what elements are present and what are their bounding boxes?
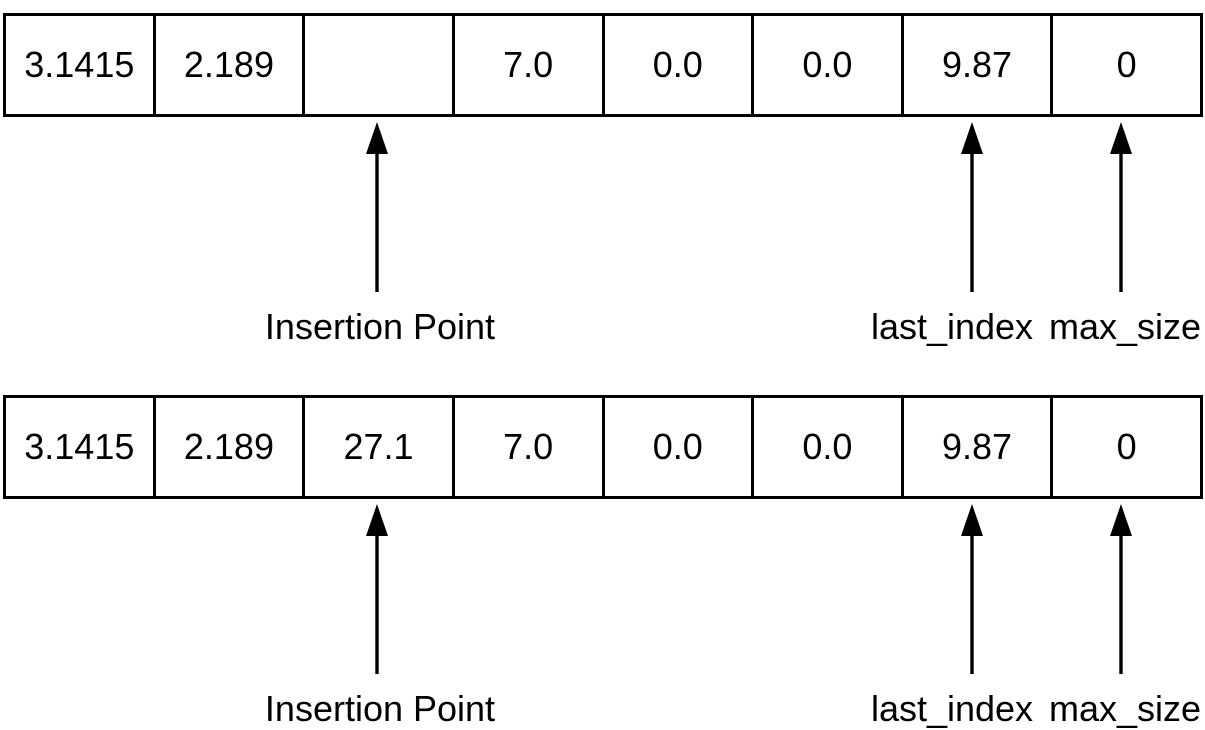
cell-value: 7.0 (503, 44, 554, 85)
array-cell: 0.0 (751, 398, 901, 496)
cell-value: 0.0 (652, 44, 703, 85)
insertion-point-label: Insertion Point (264, 306, 496, 347)
array-cell: 9.87 (900, 16, 1051, 114)
array-cell: 0 (1050, 16, 1200, 114)
insertion-point-arrow-icon (366, 504, 388, 674)
insertion-point-arrow-icon (366, 122, 388, 292)
cell-value: 3.1415 (24, 426, 135, 467)
max-size-arrow-icon (1110, 122, 1132, 292)
cell-value: 0.0 (802, 44, 853, 85)
cell-value: 0.0 (652, 426, 703, 467)
array-cell: 0.0 (601, 16, 752, 114)
cell-value: 7.0 (503, 426, 554, 467)
array-cell: 0.0 (601, 398, 752, 496)
cell-value: 0 (1116, 426, 1137, 467)
last-index-label: last_index (870, 688, 1034, 729)
array-cell: 9.87 (900, 398, 1051, 496)
array-cell: 7.0 (451, 398, 602, 496)
cell-value: 0 (1116, 44, 1137, 85)
array-row: 3.1415 2.189 27.1 7.0 0.0 0.0 9.87 0 (3, 395, 1203, 499)
cell-value: 2.189 (183, 426, 274, 467)
max-size-label: max_size (1048, 688, 1202, 729)
array-cell: 0 (1050, 398, 1200, 496)
array-cell (302, 16, 452, 114)
array-cell: 27.1 (302, 398, 452, 496)
cell-value: 2.189 (183, 44, 274, 85)
array-cell: 7.0 (451, 16, 602, 114)
array-cell: 3.1415 (6, 398, 153, 496)
last-index-arrow-icon (961, 122, 983, 292)
max-size-arrow-icon (1110, 504, 1132, 674)
array-cell: 0.0 (751, 16, 901, 114)
last-index-arrow-icon (961, 504, 983, 674)
array-cell: 2.189 (152, 16, 303, 114)
last-index-label: last_index (870, 306, 1034, 347)
insertion-point-label: Insertion Point (264, 688, 496, 729)
cell-value: 9.87 (942, 44, 1013, 85)
array-row: 3.1415 2.189 7.0 0.0 0.0 9.87 0 (3, 13, 1203, 117)
max-size-label: max_size (1048, 306, 1202, 347)
diagram-before-insertion: 3.1415 2.189 7.0 0.0 0.0 9.87 0 Insertio… (0, 13, 1205, 358)
array-cell: 3.1415 (6, 16, 153, 114)
cell-value: 0.0 (802, 426, 853, 467)
cell-value: 27.1 (343, 426, 414, 467)
diagram-after-insertion: 3.1415 2.189 27.1 7.0 0.0 0.0 9.87 0 Ins… (0, 395, 1205, 730)
array-cell: 2.189 (152, 398, 303, 496)
cell-value: 3.1415 (24, 44, 135, 85)
cell-value: 9.87 (942, 426, 1013, 467)
